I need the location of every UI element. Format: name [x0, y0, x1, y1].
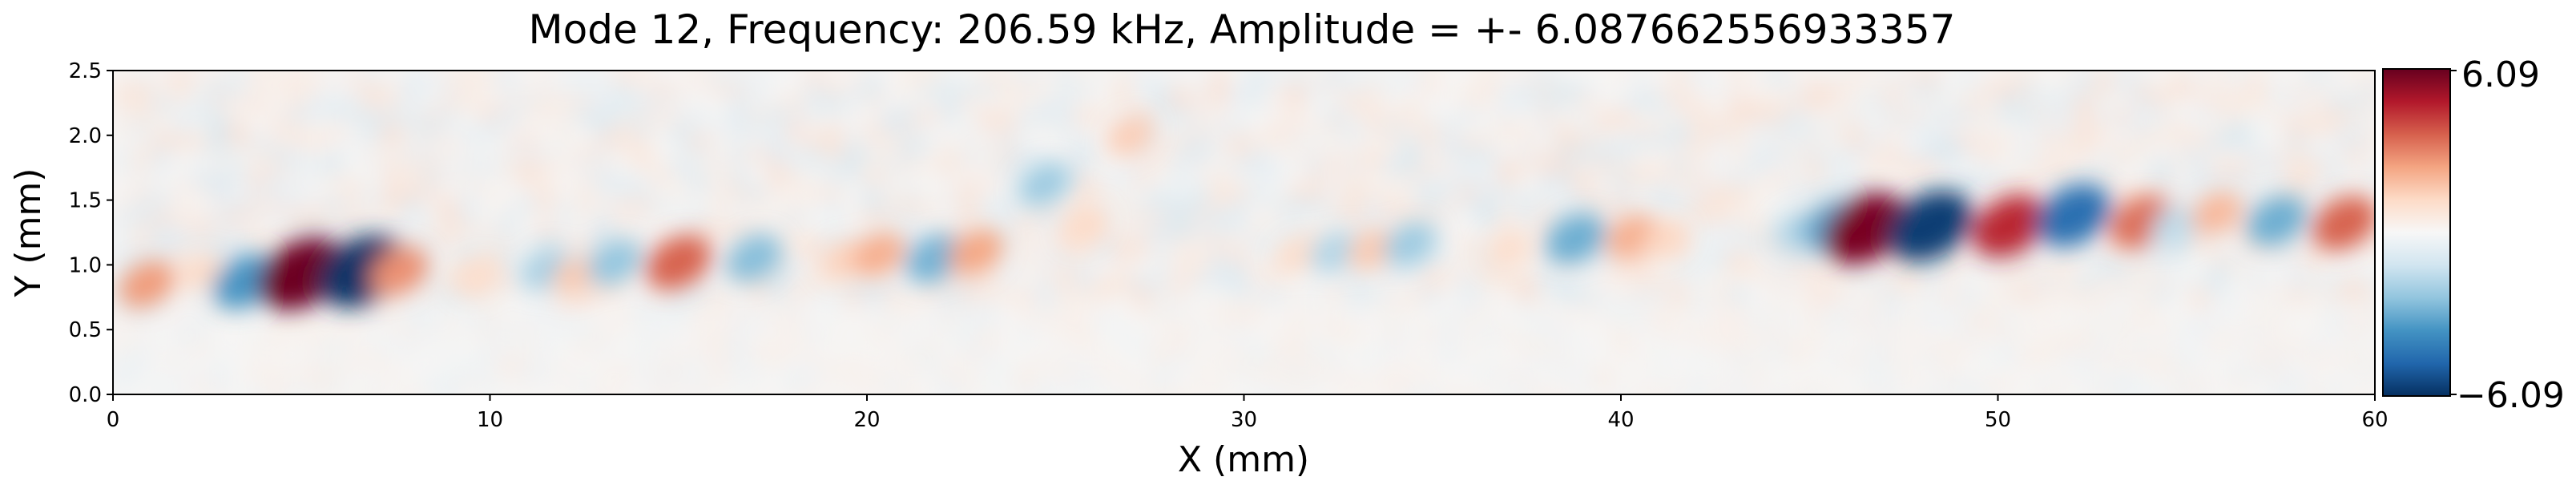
x-axis-label: X (mm) — [1178, 439, 1309, 480]
heatmap-feature-24 — [1546, 213, 1606, 265]
heatmap-feature-34 — [2151, 205, 2199, 246]
x-tick-label: 0 — [107, 408, 120, 432]
heatmap-area — [113, 71, 2375, 394]
y-tick-label: 2.0 — [69, 124, 102, 148]
heatmap-feature-16 — [1018, 162, 1071, 207]
heatmap-feature-30 — [1887, 190, 1973, 262]
colorbar: 6.09 −6.09 — [2382, 55, 2565, 416]
x-tick-label: 40 — [1607, 408, 1634, 432]
heatmap-feature-14 — [905, 233, 965, 284]
x-tick-label: 30 — [1231, 408, 1257, 432]
heatmap-feature-18 — [1107, 115, 1155, 156]
colorbar-max-label: 6.09 — [2461, 55, 2540, 95]
heatmap-feature-19 — [1275, 236, 1319, 273]
heatmap-feature-11 — [725, 234, 782, 282]
heatmap-feature-0 — [119, 261, 175, 309]
x-axis: 0 10 20 30 40 50 60 — [107, 394, 2389, 432]
y-axis: 0.0 0.5 1.0 1.5 2.0 2.5 — [69, 59, 113, 407]
y-tick-label: 2.5 — [69, 59, 102, 83]
heatmap-feature-31 — [1972, 195, 2046, 257]
x-tick-label: 10 — [477, 408, 503, 432]
heatmap-features — [119, 115, 2375, 310]
colorbar-gradient — [2382, 68, 2451, 397]
y-tick-label: 0.0 — [69, 383, 102, 407]
heatmap-feature-36 — [2247, 196, 2308, 246]
colorbar-min-label: −6.09 — [2457, 375, 2565, 416]
heatmap-feature-1 — [177, 253, 222, 290]
x-tick-label: 50 — [1985, 408, 2011, 432]
heatmap-feature-29 — [1823, 192, 1909, 265]
heatmap-feature-37 — [2312, 196, 2375, 251]
heatmap-feature-10 — [646, 234, 712, 290]
y-tick-label: 1.0 — [69, 253, 102, 277]
heatmap-feature-5 — [370, 246, 429, 296]
chart-title: Mode 12, Frequency: 206.59 kHz, Amplitud… — [528, 6, 1956, 53]
heatmap-texture — [113, 71, 2375, 394]
heatmap-feature-6 — [457, 259, 501, 297]
heatmap-feature-13 — [852, 232, 905, 277]
heatmap-feature-23 — [1486, 231, 1530, 268]
y-tick-label: 0.5 — [69, 318, 102, 342]
heatmap-feature-35 — [2191, 191, 2243, 235]
x-tick-label: 20 — [853, 408, 880, 432]
heatmap-feature-26 — [1643, 220, 1689, 258]
heatmap-feature-21 — [1348, 228, 1397, 270]
heatmap-feature-22 — [1383, 221, 1437, 267]
heatmap-feature-9 — [587, 239, 642, 285]
y-axis-label: Y (mm) — [8, 168, 49, 298]
y-tick-label: 1.5 — [69, 189, 102, 213]
heatmap-feature-15 — [949, 228, 1004, 275]
heatmap-feature-32 — [2036, 184, 2110, 247]
x-tick-label: 60 — [2361, 408, 2388, 432]
heatmap-feature-20 — [1309, 231, 1360, 273]
heatmap-feature-17 — [1063, 207, 1108, 245]
